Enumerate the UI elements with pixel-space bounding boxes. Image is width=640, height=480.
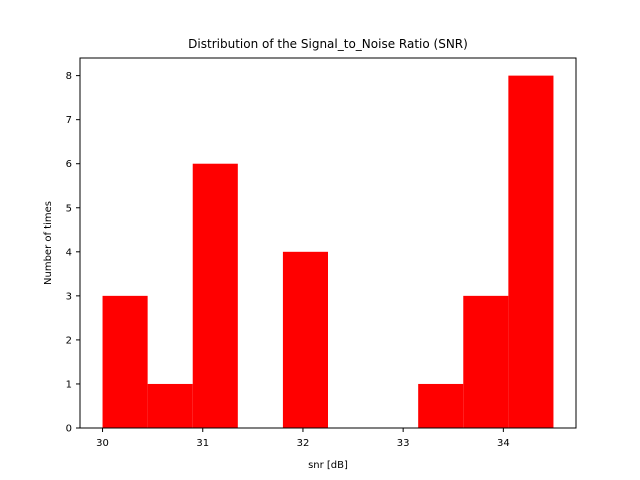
x-tick-label: 32: [297, 438, 310, 449]
x-tick-label: 34: [497, 438, 510, 449]
x-tick-label: 30: [96, 438, 109, 449]
histogram-bar-7: [418, 383, 464, 428]
y-tick-label: 1: [66, 379, 72, 390]
x-axis-ticks: 30 31 32 33 34: [96, 428, 510, 449]
histogram-bar-2: [192, 163, 238, 428]
histogram-bar-1: [147, 383, 193, 428]
histogram-bar-0: [102, 295, 148, 428]
y-tick-label: 4: [66, 247, 72, 258]
bars-group: [102, 75, 554, 428]
x-axis-label: snr [dB]: [308, 460, 348, 471]
y-tick-label: 6: [66, 159, 72, 170]
y-tick-label: 3: [66, 291, 72, 302]
y-tick-label: 7: [66, 115, 72, 126]
plot-area-frame: [79, 57, 577, 429]
x-tick-label: 33: [397, 438, 410, 449]
histogram-bar-9: [508, 75, 554, 428]
y-tick-label: 8: [66, 71, 72, 82]
y-tick-label: 0: [66, 424, 72, 435]
histogram-bar-8: [463, 295, 509, 428]
y-tick-label: 5: [66, 203, 72, 214]
histogram-bar-4: [282, 251, 328, 428]
y-axis-ticks: 0 1 2 3 4 5 6 7 8: [66, 71, 80, 435]
x-tick-label: 31: [196, 438, 209, 449]
y-axis-label: Number of times: [43, 201, 54, 285]
y-tick-label: 2: [66, 335, 72, 346]
chart-title: Distribution of the Signal_to_Noise Rati…: [188, 37, 468, 51]
